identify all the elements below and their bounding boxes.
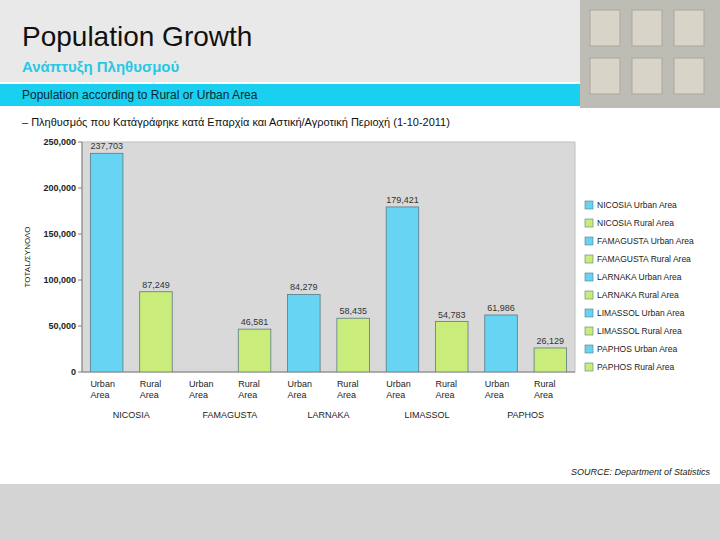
bar xyxy=(140,292,173,372)
title: Population Growth xyxy=(22,21,252,52)
y-tick-label: 150,000 xyxy=(43,229,76,239)
legend-label: PAPHOS Rural Area xyxy=(597,362,675,372)
bar xyxy=(485,315,518,372)
legend-swatch xyxy=(585,327,593,335)
y-tick-label: 0 xyxy=(71,367,76,377)
x-tick-label: UrbanArea xyxy=(189,379,214,400)
legend-swatch xyxy=(585,345,593,353)
legend-label: LIMASSOL Rural Area xyxy=(597,326,682,336)
group-label: NICOSIA xyxy=(113,410,150,420)
y-tick-label: 100,000 xyxy=(43,275,76,285)
x-tick-label: UrbanArea xyxy=(485,379,510,400)
data-label: 54,783 xyxy=(438,310,466,320)
x-tick-label: RuralArea xyxy=(435,379,457,400)
y-tick-label: 250,000 xyxy=(43,137,76,147)
bars xyxy=(90,153,566,372)
source: SOURCE: Department of Statistics xyxy=(571,467,711,477)
group-label: LIMASSOL xyxy=(405,410,450,420)
group-label: LARNAKA xyxy=(307,410,349,420)
bar xyxy=(337,318,370,372)
legend-swatch xyxy=(585,237,593,245)
data-label: 179,421 xyxy=(386,195,419,205)
data-label: 26,129 xyxy=(537,336,565,346)
bar xyxy=(386,207,419,372)
legend-label: PAPHOS Urban Area xyxy=(597,344,677,354)
y-axis xyxy=(82,142,83,372)
banner: Population according to Rural or Urban A… xyxy=(22,88,258,102)
y-tick-label: 200,000 xyxy=(43,183,76,193)
group-label: FAMAGUSTA xyxy=(202,410,257,420)
y-tick xyxy=(78,326,82,327)
x-tick-label: RuralArea xyxy=(337,379,359,400)
data-label: 58,435 xyxy=(339,306,367,316)
header-image-detail xyxy=(632,10,662,46)
y-axis-title: TOTAL/ΣΥΝΟΛΟ xyxy=(23,227,32,288)
legend-swatch xyxy=(585,219,593,227)
legend-label: FAMAGUSTA Rural Area xyxy=(597,254,691,264)
legend-label: NICOSIA Rural Area xyxy=(597,218,674,228)
plot-bg xyxy=(82,142,575,372)
slide: Population Growth Ανάπτυξη Πληθυσμού Popul… xyxy=(0,0,720,540)
legend-swatch xyxy=(585,255,593,263)
bar xyxy=(435,322,468,372)
x-tick-label: RuralArea xyxy=(534,379,556,400)
group-label: PAPHOS xyxy=(507,410,544,420)
data-label: 84,279 xyxy=(290,282,318,292)
legend-swatch xyxy=(585,363,593,371)
bar xyxy=(534,348,567,372)
data-label: 46,581 xyxy=(241,317,269,327)
legend-label: LIMASSOL Urban Area xyxy=(597,308,685,318)
x-tick-label: RuralArea xyxy=(238,379,260,400)
x-tick-label: UrbanArea xyxy=(288,379,313,400)
header-image xyxy=(580,0,720,108)
legend-label: FAMAGUSTA Urban Area xyxy=(597,236,694,246)
y-tick-label: 50,000 xyxy=(48,321,76,331)
banner-bg xyxy=(0,84,580,106)
footer-bg xyxy=(0,484,720,540)
data-label: 87,249 xyxy=(142,280,170,290)
y-tick xyxy=(78,280,82,281)
y-tick xyxy=(78,234,82,235)
data-label: 61,986 xyxy=(487,303,515,313)
bar xyxy=(238,329,271,372)
legend-swatch xyxy=(585,273,593,281)
legend: NICOSIA Urban Area NICOSIA Rural Area FAMA… xyxy=(585,200,694,372)
subtitle: Ανάπτυξη Πληθυσμού xyxy=(22,58,180,75)
bar xyxy=(288,294,321,372)
header-image-detail xyxy=(590,10,620,46)
header-image-detail xyxy=(632,58,662,94)
header-image-detail xyxy=(674,58,704,94)
legend-label: LARNAKA Urban Area xyxy=(597,272,682,282)
y-tick xyxy=(78,188,82,189)
x-tick-label: RuralArea xyxy=(140,379,162,400)
header-image-detail xyxy=(674,10,704,46)
legend-label: NICOSIA Urban Area xyxy=(597,200,677,210)
y-tick xyxy=(78,372,82,373)
data-label: 237,703 xyxy=(90,141,123,151)
data-labels: 237,703 87,249 46,581 84,279 58,435 179,421 54… xyxy=(90,141,564,346)
x-tick-label: UrbanArea xyxy=(386,379,411,400)
legend-swatch xyxy=(585,309,593,317)
y-tick xyxy=(78,142,82,143)
header-image-detail xyxy=(590,58,620,94)
bar xyxy=(90,153,123,372)
legend-label: LARNAKA Rural Area xyxy=(597,290,679,300)
legend-swatch xyxy=(585,291,593,299)
x-tick-label: UrbanArea xyxy=(90,379,115,400)
caption: – Πληθυσμός που Κατάγράφηκε κατά Επαρχία… xyxy=(22,116,450,128)
legend-swatch xyxy=(585,201,593,209)
